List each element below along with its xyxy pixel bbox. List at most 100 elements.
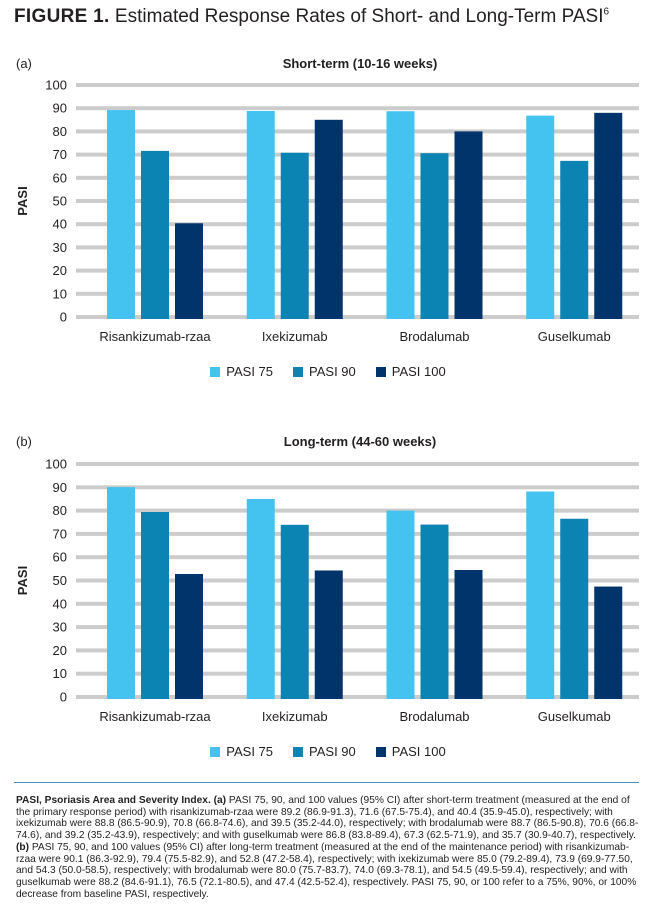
gridline [76,531,639,536]
bar-pasi-75-brodalumab [386,111,415,319]
caption-a-text: PASI 75, 90, and 100 values (95% CI) aft… [16,795,639,842]
gridline [76,106,639,111]
gridline [76,671,639,676]
gridline [76,291,639,296]
y-tick-label: 40 [53,596,67,611]
bar-pasi-100-brodalumab [454,131,483,319]
gridline [76,508,639,513]
gridline [76,175,639,180]
gridline [76,315,639,319]
panel-b-title: Long-term (44-60 weeks) [283,434,437,449]
bar-pasi-90-brodalumab [420,524,449,699]
legend-item-pasi-90: PASI 90 [293,744,356,759]
y-tick-label: 60 [53,170,67,185]
gridline [76,601,639,606]
y-tick-label: 20 [53,263,67,278]
bar-pasi-90-risankizumab-rzaa [141,150,169,319]
gridline [76,129,639,134]
figure-title-text: Estimated Response Rates of Short- and L… [114,6,604,27]
bar-pasi-75-risankizumab-rzaa [107,487,135,699]
caption-b-label: (b) [16,841,30,853]
y-tick-label: 50 [53,194,67,209]
y-tick-label: 0 [60,690,67,705]
legend-long-term: PASI 75 PASI 90 PASI 100 [0,744,656,759]
y-tick-label: 70 [53,147,67,162]
bar-pasi-75-guselkumab [526,115,555,320]
y-tick-label: 90 [53,480,67,495]
legend-label: PASI 100 [391,744,446,759]
legend-swatch [210,746,221,757]
gridline [76,648,639,653]
gridline [76,222,639,227]
bar-pasi-100-guselkumab [594,586,623,699]
y-tick-label: 40 [53,217,67,232]
y-tick-label: 70 [53,526,67,541]
gridline [76,152,639,157]
legend-short-term: PASI 75 PASI 90 PASI 100 [0,364,656,379]
bar-pasi-90-ixekizumab [280,524,309,699]
x-category-label: Guselkumab [538,329,611,344]
bar-pasi-100-brodalumab [454,570,483,699]
legend-swatch [375,746,386,757]
caption-divider [14,782,639,783]
gridline [76,695,639,699]
legend-label: PASI 90 [309,364,356,379]
bar-pasi-100-ixekizumab [314,119,343,319]
y-tick-label: 0 [60,310,67,325]
legend-label: PASI 75 [226,744,274,759]
x-category-label: Ixekizumab [262,709,328,724]
gridline [76,268,639,273]
x-category-label: Ixekizumab [262,329,328,344]
gridline [76,462,639,466]
legend-swatch [375,366,386,377]
bar-pasi-75-brodalumab [386,510,415,699]
chart-short-term: 0 10 20 30 40 50 60 70 80 90 100 PASI Risankizumab-r… [15,78,639,344]
y-axis-label: PASI [15,566,30,595]
y-tick-label: 60 [53,550,67,565]
bar-pasi-75-guselkumab [526,491,555,699]
bar-pasi-100-ixekizumab [314,570,343,699]
legend-swatch [210,366,221,377]
y-tick-label: 50 [53,573,67,588]
x-category-label: Risankizumab-rzaa [99,329,211,344]
y-tick-label: 90 [53,101,67,116]
figure-label: FIGURE 1. [14,6,110,27]
bar-pasi-75-ixekizumab [246,110,275,319]
gridline [76,199,639,203]
y-tick-label: 80 [53,503,67,518]
bar-pasi-75-risankizumab-rzaa [107,110,135,319]
caption-b-text: PASI 75, 90, and 100 values (95% CI) aft… [16,841,637,900]
bar-pasi-90-guselkumab [560,518,589,699]
gridline [76,83,639,87]
x-category-label: Brodalumab [399,329,469,344]
legend-label: PASI 75 [226,364,274,379]
legend-item-pasi-75: PASI 75 [210,744,273,759]
y-tick-label: 10 [53,666,67,681]
figure-reference: 6 [603,6,610,18]
legend-swatch [293,366,304,377]
y-tick-label: 10 [53,286,67,301]
gridline [76,245,639,250]
legend-label: PASI 100 [391,364,446,379]
legend-item-pasi-75: PASI 75 [210,364,273,379]
gridline [76,485,639,490]
y-tick-label: 20 [53,643,67,658]
figure-title: FIGURE 1. Estimated Response Rates of Sh… [14,6,609,28]
legend-item-pasi-90: PASI 90 [293,364,356,379]
legend-item-pasi-100: PASI 100 [375,364,446,379]
legend-swatch [293,746,304,757]
y-tick-label: 100 [45,78,67,93]
bar-pasi-100-risankizumab-rzaa [175,223,203,319]
chart-long-term: 0 10 20 30 40 50 60 70 80 90 100 PASI Risankizumab-r… [15,457,639,724]
x-category-label: Guselkumab [538,709,611,724]
legend-item-pasi-100: PASI 100 [375,744,446,759]
bar-pasi-100-guselkumab [594,112,623,319]
gridline [76,555,639,560]
bar-pasi-100-risankizumab-rzaa [175,573,203,699]
bar-pasi-90-guselkumab [560,160,589,319]
y-tick-label: 30 [53,620,67,635]
x-category-label: Risankizumab-rzaa [99,709,211,724]
bar-pasi-90-risankizumab-rzaa [141,511,169,699]
gridline [76,625,639,630]
caption-a-label: (a) [213,795,227,806]
